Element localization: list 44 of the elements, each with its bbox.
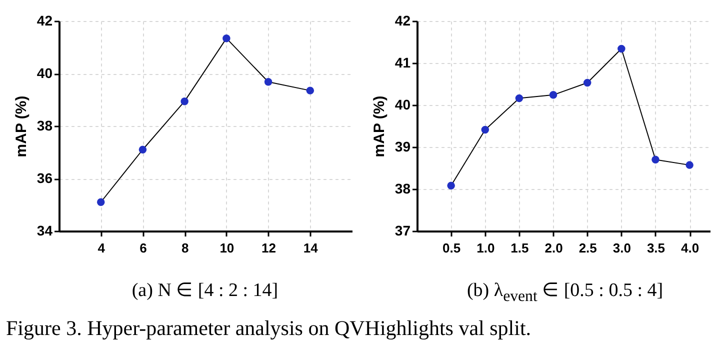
x-tick-label: 1.0 (476, 240, 495, 256)
x-tick-label: 3.0 (612, 240, 631, 256)
x-tick-label: 2.5 (578, 240, 597, 256)
point (138, 146, 147, 154)
y-axis-title: mAP (%) (12, 96, 30, 158)
x-tick-label: 4.0 (681, 240, 700, 256)
x-tick-label: 8 (181, 240, 189, 256)
point (652, 156, 660, 164)
x-tick-label: 6 (140, 240, 147, 256)
y-tick-label: 41 (394, 54, 411, 70)
y-tick-label: 40 (36, 65, 53, 81)
point (180, 97, 188, 106)
y-tick-label: 38 (394, 180, 411, 196)
point (96, 198, 105, 206)
x-tick-label: 3.5 (646, 240, 666, 256)
x-tick-label: 14 (303, 240, 319, 256)
y-axis-title: mAP (%) (370, 96, 388, 158)
x-tick-label: 1.5 (510, 240, 529, 256)
y-tick-label: 40 (394, 96, 411, 112)
y-tick-label: 42 (394, 12, 411, 28)
x-tick-label: 2.0 (544, 240, 563, 256)
y-tick-label: 39 (394, 138, 411, 154)
point (306, 86, 314, 94)
point (583, 78, 592, 87)
point (686, 161, 694, 169)
y-tick-label: 42 (36, 12, 53, 28)
y-tick-label: 37 (394, 222, 411, 238)
caption: Figure 3. Hyper-parameter analysis on QVHighlights val split. (5, 316, 532, 341)
point (549, 91, 558, 99)
x-tick-label: 0.5 (442, 240, 461, 256)
point (222, 34, 230, 42)
x-axis-title: (b) λ$_{event}$ ∈ [0.5 : 0.5 : 4] (466, 279, 664, 306)
point (481, 126, 490, 134)
x-axis-title: (a) N ∈ [4 : 2 : 14] (130, 279, 280, 302)
point (447, 182, 455, 190)
x-tick-label: 4 (98, 240, 106, 256)
y-tick-label: 38 (36, 118, 53, 134)
x-tick-label: 12 (262, 240, 276, 256)
x-tick-label: 10 (220, 240, 234, 256)
point (618, 44, 626, 53)
point (264, 78, 272, 86)
point (515, 94, 524, 102)
y-tick-label: 34 (36, 222, 53, 238)
y-tick-label: 36 (36, 170, 53, 186)
